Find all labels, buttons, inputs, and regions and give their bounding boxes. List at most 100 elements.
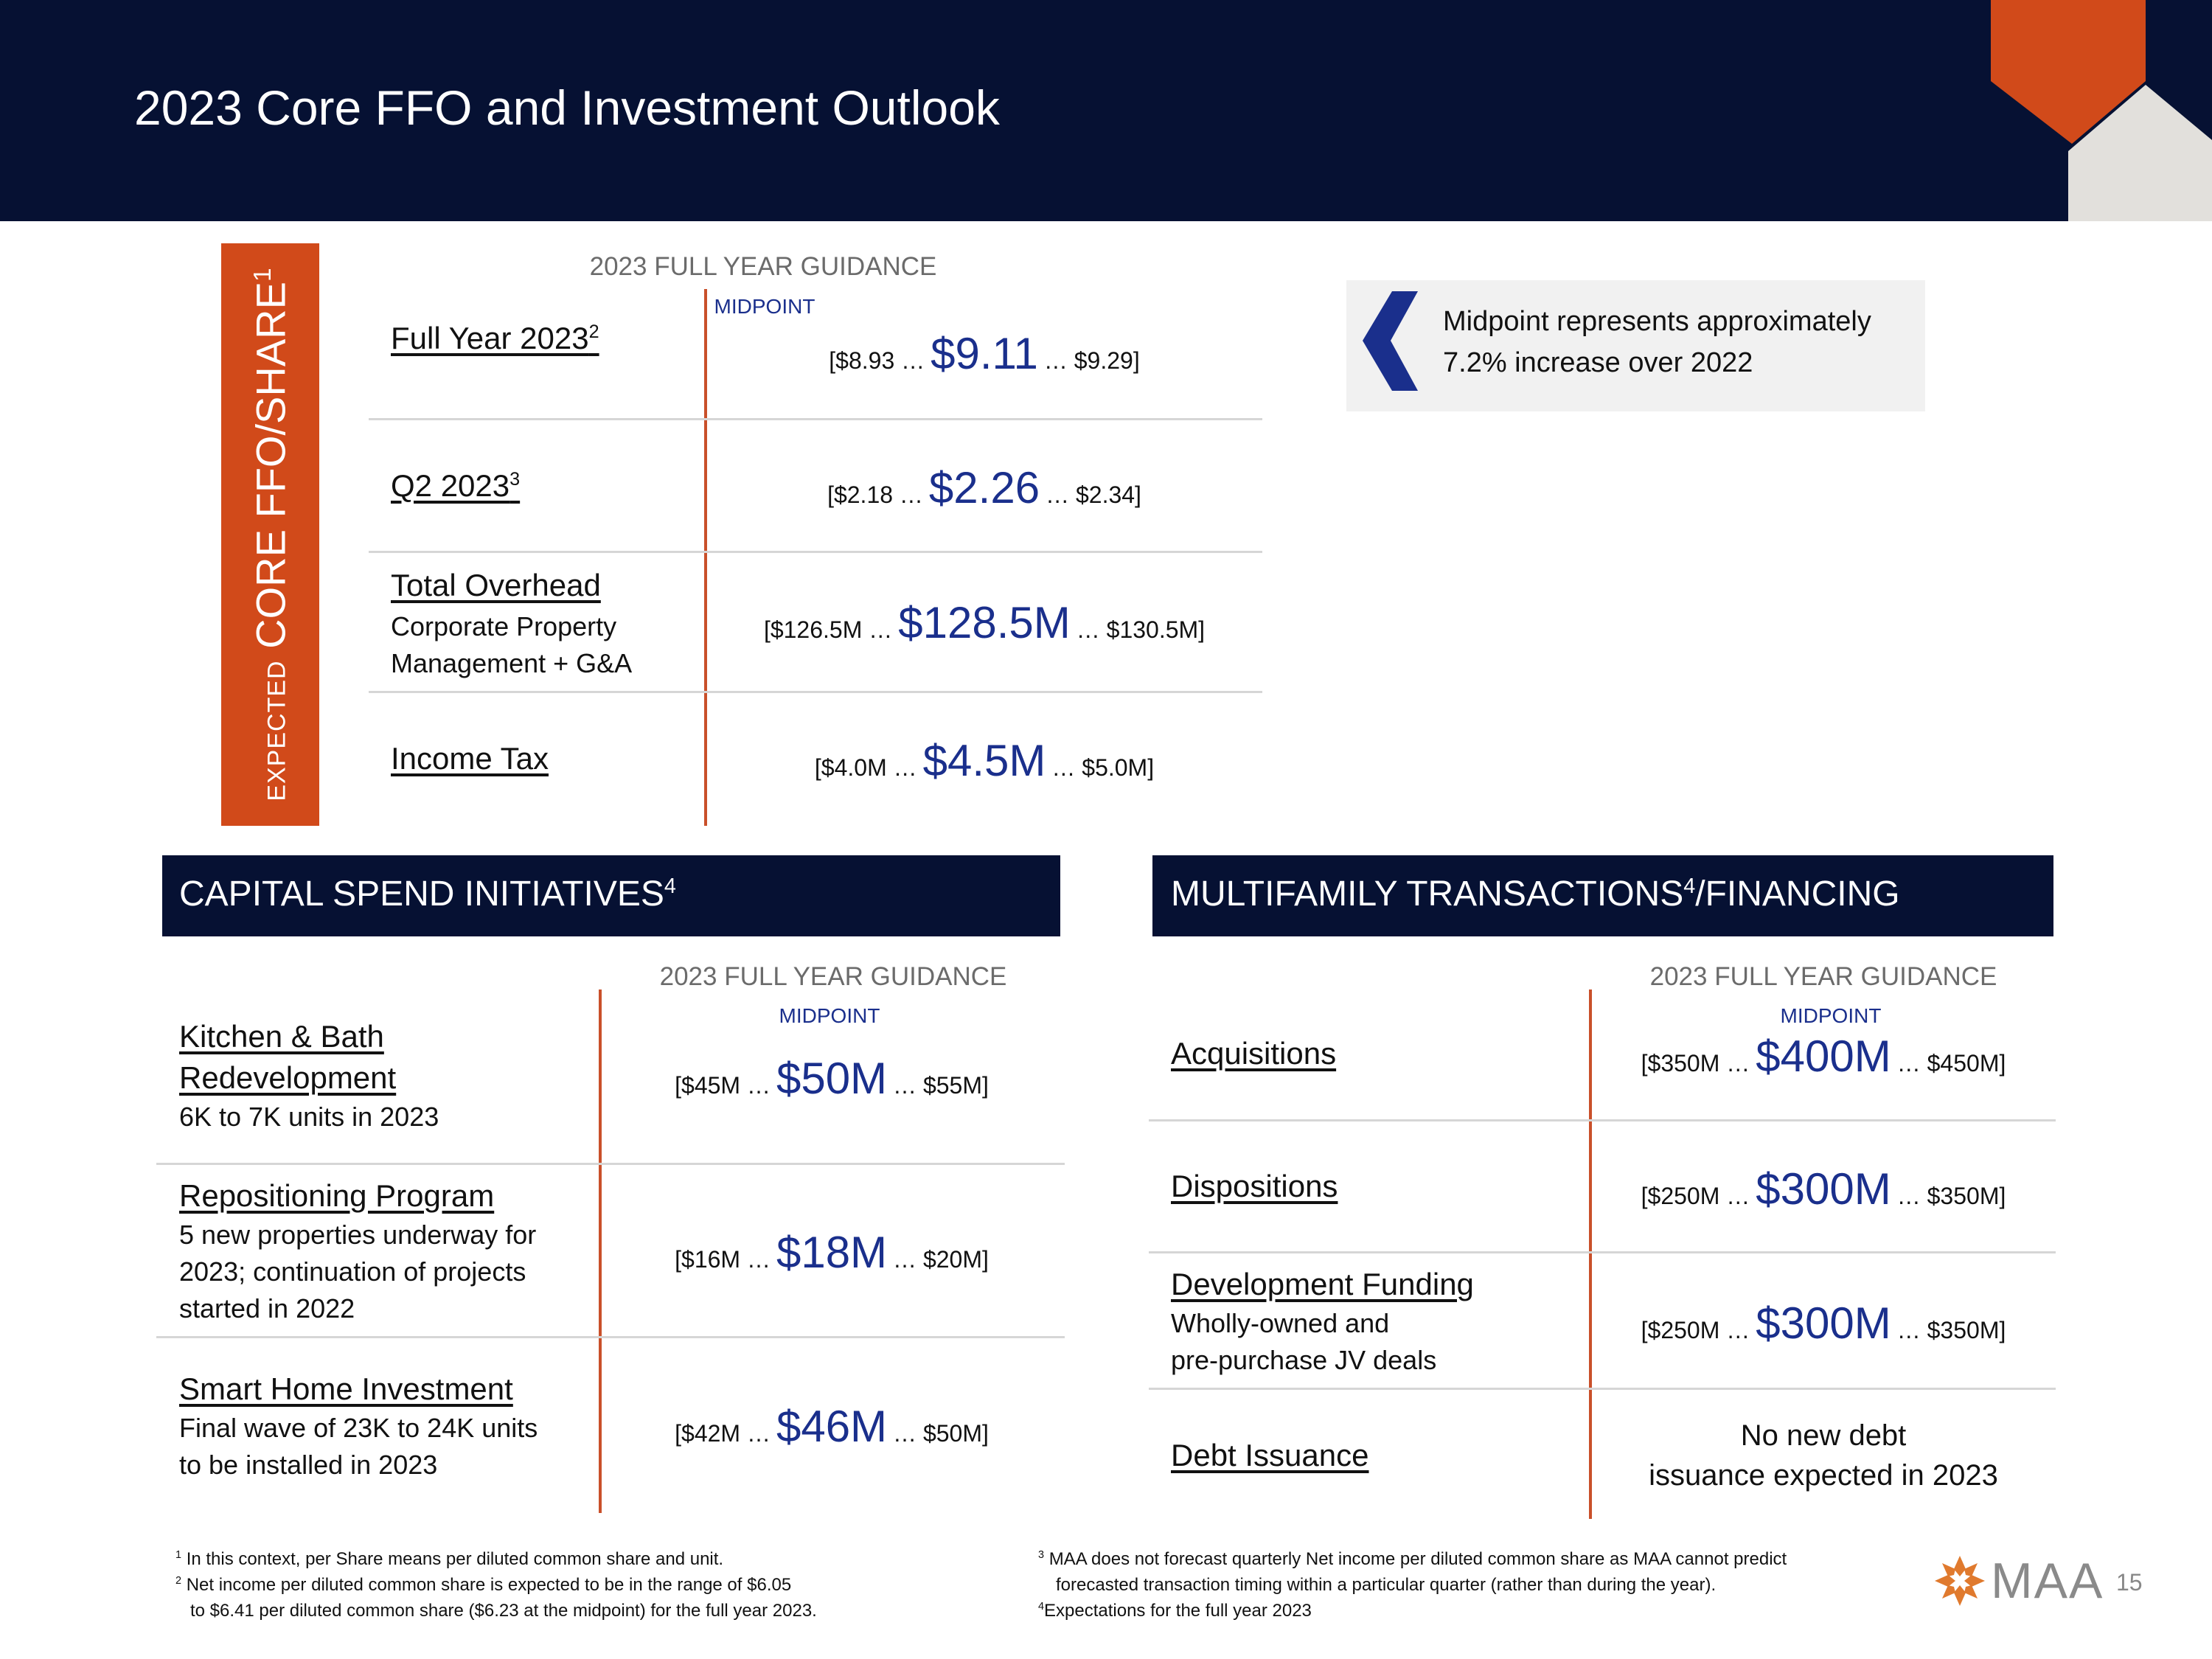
transactions-row-dispositions-label: Dispositions — [1171, 1169, 1338, 1203]
capital-row-smart-home-label: Smart Home Investment — [179, 1371, 513, 1406]
capital-row-repositioning-sub1: 5 new properties underway for — [179, 1220, 537, 1250]
range-mid: $9.11 — [931, 329, 1038, 378]
range-mid: $4.5M — [922, 736, 1046, 785]
capital-row-kitchen-range: [$45M … $50M… $55M] — [675, 1053, 989, 1104]
range-mid: $2.26 — [928, 463, 1040, 512]
transactions-row-debt-label: Debt Issuance — [1171, 1438, 1369, 1472]
range-high: … $450M] — [1896, 1050, 2006, 1077]
vertical-label-sup: 1 — [248, 268, 276, 282]
transactions-row-development-sub2: pre-purchase JV deals — [1171, 1345, 1437, 1375]
ffo-divider-vertical — [704, 289, 707, 826]
capital-divider-1 — [156, 1163, 1065, 1165]
ffo-row-income-tax-range: [$4.0M … $4.5M… $5.0M] — [815, 735, 1154, 786]
range-mid: $300M — [1756, 1298, 1891, 1348]
footnote-2: 2 Net income per diluted common share is… — [175, 1575, 792, 1595]
capital-divider-vertical — [599, 990, 602, 1513]
ffo-row-q2-range: [$2.18 … $2.26… $2.34] — [827, 462, 1141, 513]
range-low: [$16M … — [675, 1246, 771, 1273]
range-high: … $350M] — [1896, 1317, 2006, 1343]
ffo-vertical-bar — [221, 243, 319, 826]
maa-logo-icon — [1935, 1556, 1985, 1606]
debt-text-line1: No new debt — [1740, 1419, 1907, 1452]
callout-line1: Midpoint represents approximately — [1443, 306, 1871, 337]
header-banner — [0, 0, 2212, 221]
ffo-row-income-tax-label: Income Tax — [391, 741, 549, 776]
ffo-divider-2 — [369, 551, 1262, 553]
ffo-vertical-label: EXPECTED CORE FFO/SHARE1 — [221, 243, 319, 826]
range-low: [$250M … — [1641, 1317, 1750, 1343]
transactions-row-development-range: [$250M … $300M… $350M] — [1641, 1298, 2006, 1349]
footnote-2-cont: to $6.41 per diluted common share ($6.23… — [190, 1601, 817, 1621]
ffo-guidance-header: 2023 FULL YEAR GUIDANCE — [589, 252, 937, 281]
chevron-left-icon — [1363, 291, 1418, 391]
range-low: [$2.18 … — [827, 481, 923, 508]
range-high: … $2.34] — [1046, 481, 1141, 508]
callout-line2: 7.2% increase over 2022 — [1443, 347, 1753, 378]
capital-row-smart-home-range: [$42M … $46M… $50M] — [675, 1401, 989, 1452]
range-mid: $18M — [776, 1228, 888, 1277]
capital-row-smart-home-sub1: Final wave of 23K to 24K units — [179, 1413, 538, 1443]
capital-row-kitchen-label2: Redevelopment — [179, 1060, 397, 1095]
ffo-row-overhead-sub2: Management + G&A — [391, 648, 633, 678]
vertical-label-main: CORE FFO/SHARE — [247, 282, 293, 649]
capital-section-bar — [162, 855, 1060, 936]
capital-guidance-header: 2023 FULL YEAR GUIDANCE — [659, 962, 1007, 991]
vertical-label-prefix: EXPECTED — [262, 660, 291, 801]
range-high: … $350M] — [1896, 1183, 2006, 1209]
callout-text: Midpoint represents approximately 7.2% i… — [1443, 301, 1915, 383]
transactions-row-acquisitions-label: Acquisitions — [1171, 1036, 1337, 1071]
capital-section-title: CAPITAL SPEND INITIATIVES4 — [179, 874, 676, 914]
ffo-row-overhead-range: [$126.5M … $128.5M… $130.5M] — [764, 597, 1205, 648]
ffo-row-q2-label: Q2 20233 — [391, 468, 521, 503]
range-high: … $130.5M] — [1076, 616, 1206, 643]
range-high: … $5.0M] — [1051, 754, 1155, 781]
capital-row-kitchen-sub1: 6K to 7K units in 2023 — [179, 1102, 439, 1132]
range-mid: $46M — [776, 1402, 888, 1451]
page-title: 2023 Core FFO and Investment Outlook — [134, 80, 1000, 135]
capital-row-repositioning-sub2: 2023; continuation of projects — [179, 1256, 526, 1287]
transactions-guidance-header: 2023 FULL YEAR GUIDANCE — [1649, 962, 1997, 991]
footnote-4: 4Expectations for the full year 2023 — [1038, 1601, 1312, 1621]
range-low: [$126.5M … — [763, 616, 893, 643]
footnote-3-cont: forecasted transaction timing within a p… — [1056, 1575, 1717, 1595]
transactions-midpoint-label: MIDPOINT — [1780, 1004, 1882, 1027]
ffo-row-overhead-sub1: Corporate Property — [391, 611, 617, 641]
debt-text-line2: issuance expected in 2023 — [1649, 1459, 1998, 1492]
footnote-3: 3 MAA does not forecast quarterly Net in… — [1038, 1549, 1787, 1569]
ffo-row-overhead-label: Total Overhead — [391, 568, 601, 602]
capital-row-smart-home-sub2: to be installed in 2023 — [179, 1450, 438, 1480]
range-mid: $50M — [776, 1054, 888, 1103]
capital-divider-2 — [156, 1336, 1065, 1338]
corner-decoration-icon — [1991, 0, 2212, 221]
capital-row-repositioning-label: Repositioning Program — [179, 1178, 495, 1213]
ffo-row-full-year-range: [$8.93 … $9.11… $9.29] — [829, 328, 1139, 379]
transactions-row-dispositions-range: [$250M … $300M… $350M] — [1641, 1164, 2006, 1214]
ffo-divider-1 — [369, 418, 1262, 420]
transactions-row-development-label: Development Funding — [1171, 1267, 1474, 1301]
transactions-divider-1 — [1149, 1119, 2056, 1121]
range-mid: $300M — [1756, 1164, 1891, 1214]
transactions-row-development-sub1: Wholly-owned and — [1171, 1308, 1390, 1338]
range-low: [$42M … — [675, 1420, 771, 1447]
range-mid: $128.5M — [898, 598, 1071, 647]
range-mid: $400M — [1756, 1032, 1891, 1081]
capital-row-repositioning-range: [$16M … $18M… $20M] — [675, 1227, 989, 1278]
maa-logo-text: MAA — [1991, 1553, 2104, 1609]
transactions-divider-vertical — [1589, 990, 1592, 1519]
range-high: … $55M] — [893, 1072, 989, 1099]
capital-row-kitchen-label1: Kitchen & Bath — [179, 1019, 384, 1054]
range-low: [$4.0M … — [814, 754, 917, 781]
range-low: [$8.93 … — [829, 347, 925, 374]
range-low: [$45M … — [675, 1072, 771, 1099]
ffo-row-full-year-label: Full Year 20232 — [391, 321, 599, 355]
transactions-section-bar — [1152, 855, 2053, 936]
midpoint-callout — [1346, 280, 1925, 411]
capital-midpoint-label: MIDPOINT — [779, 1004, 880, 1027]
ffo-divider-3 — [369, 691, 1262, 693]
transactions-divider-3 — [1149, 1388, 2056, 1390]
range-high: … $20M] — [893, 1246, 989, 1273]
capital-row-repositioning-sub3: started in 2022 — [179, 1293, 355, 1324]
ffo-midpoint-label: MIDPOINT — [714, 295, 815, 318]
range-low: [$350M … — [1641, 1050, 1750, 1077]
page-number: 15 — [2116, 1569, 2143, 1596]
